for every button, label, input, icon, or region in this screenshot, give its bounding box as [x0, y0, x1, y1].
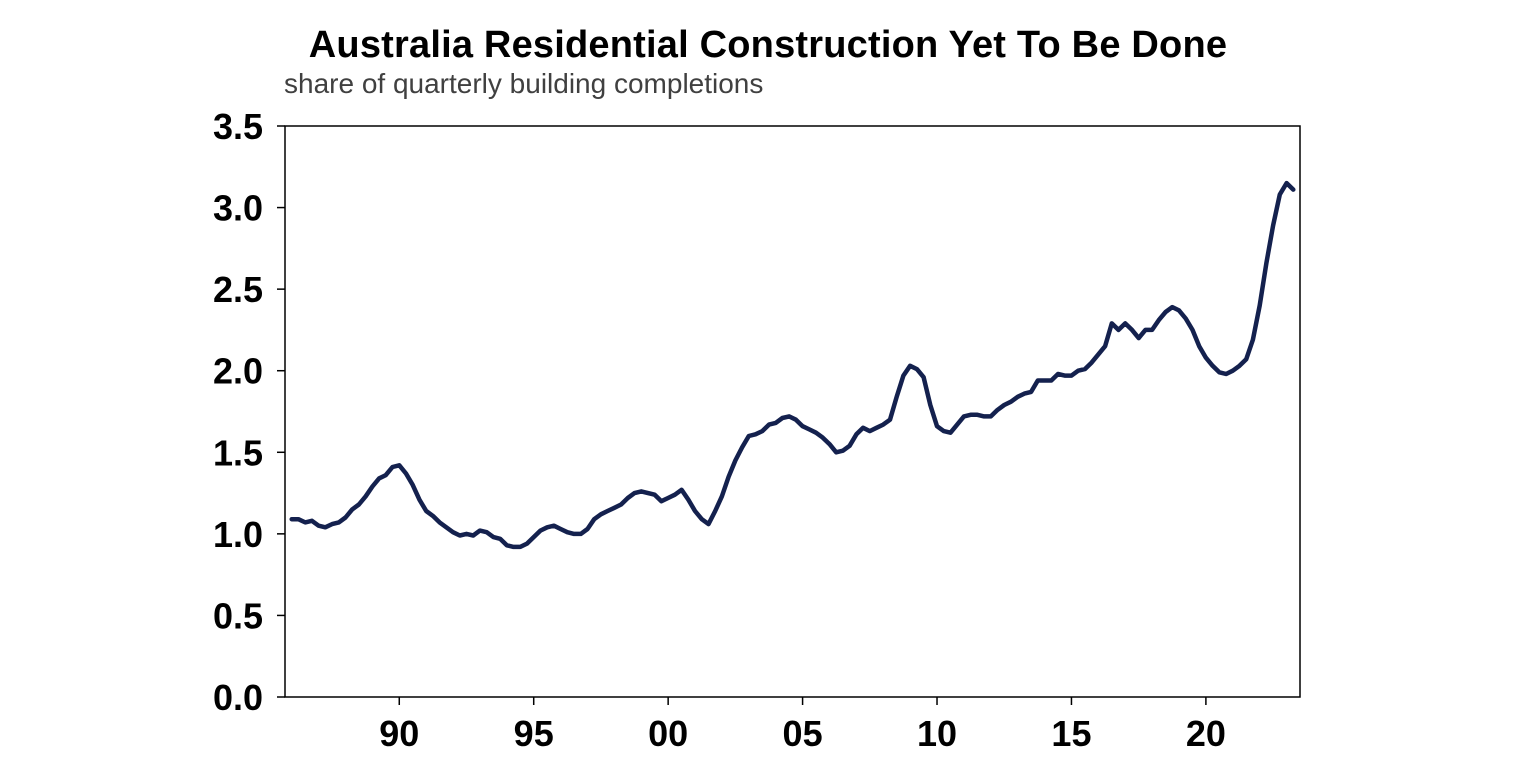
y-tick-label: 1.0: [213, 514, 263, 555]
plot-frame: [284, 125, 1301, 698]
chart-title: Australia Residential Construction Yet T…: [308, 24, 1228, 66]
x-tick-label: 00: [648, 713, 688, 754]
y-tick-label: 3.5: [213, 106, 263, 147]
y-tick-label: 2.0: [213, 351, 263, 392]
y-tick-label: 2.5: [213, 269, 263, 310]
chart-subtitle: share of quarterly building completions: [284, 68, 764, 99]
x-tick-label: 15: [1051, 713, 1091, 754]
axes: 0.0 0.5 1.0 1.5 2.0 2.5 3.0 3.5 90 95 00 05 10 15 20: [213, 106, 1301, 754]
x-tick-label: 10: [917, 713, 957, 754]
series-layer: [289, 180, 1296, 550]
x-tick-label: 20: [1186, 713, 1226, 754]
y-tick-label: 0.0: [213, 677, 263, 718]
y-tick-label: 0.5: [213, 595, 263, 636]
y-tick-label: 1.5: [213, 432, 263, 473]
series-line: [289, 180, 1296, 550]
x-tick-label: 95: [514, 713, 554, 754]
x-tick-label: 05: [783, 713, 823, 754]
x-tick-label: 90: [379, 713, 419, 754]
y-tick-label: 3.0: [213, 188, 263, 229]
